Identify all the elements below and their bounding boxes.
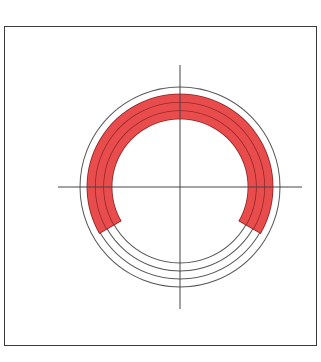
red-band — [86, 93, 274, 235]
crosshair-axes — [58, 65, 302, 309]
